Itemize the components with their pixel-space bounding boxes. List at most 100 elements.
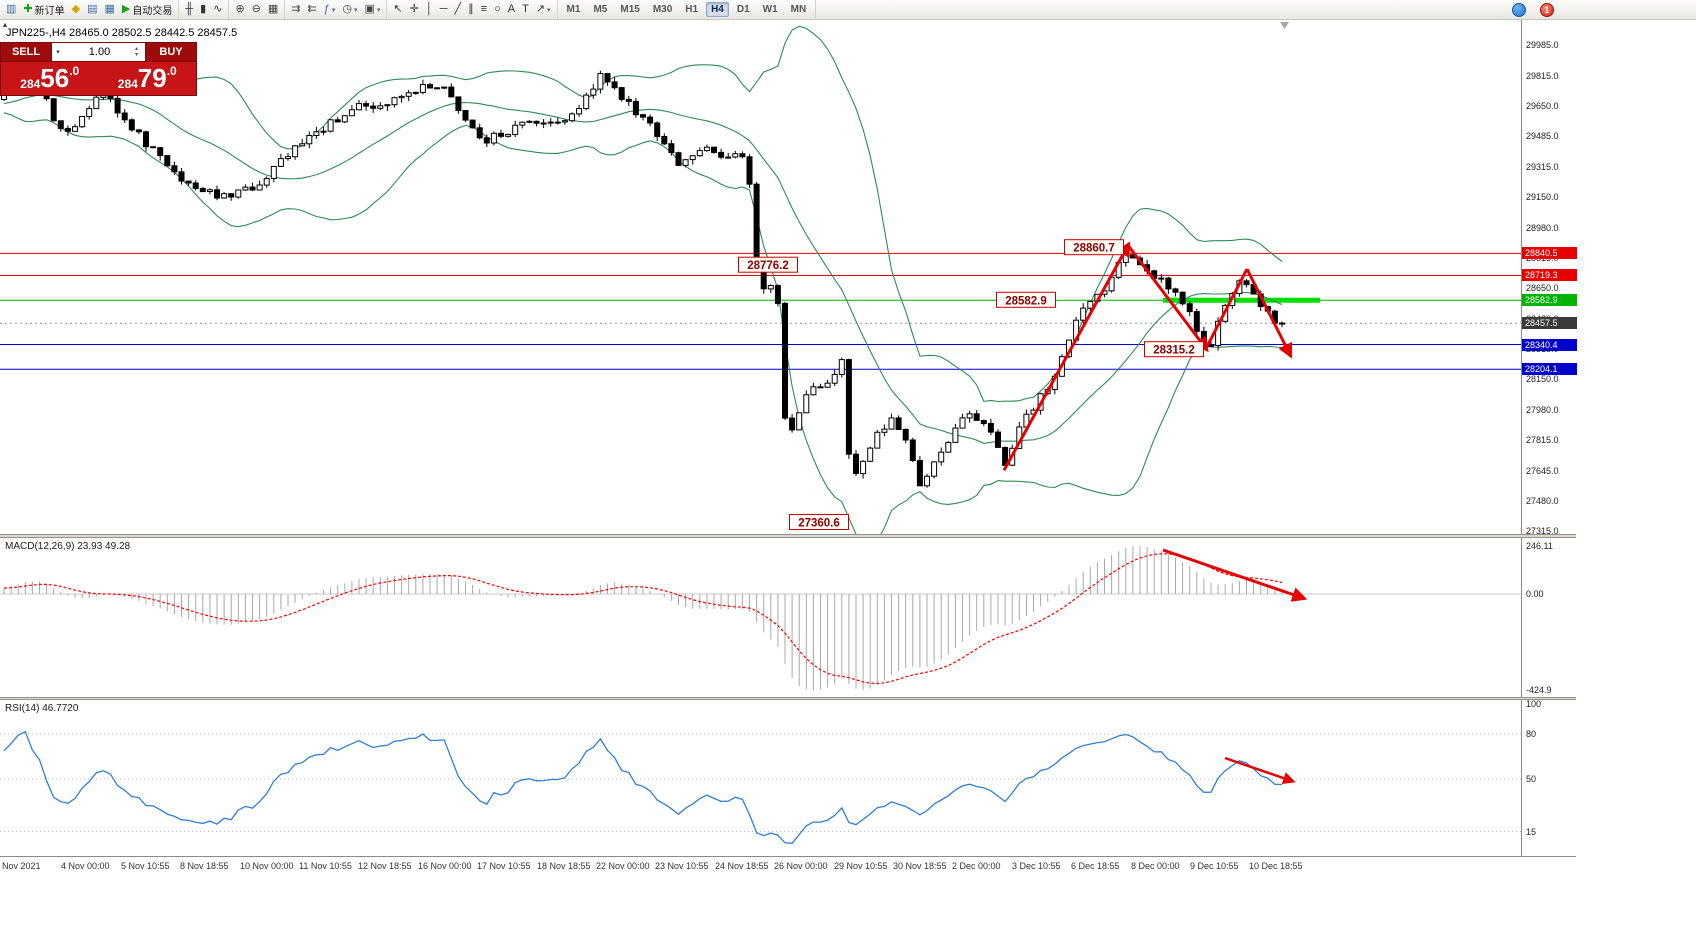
time-axis-label: 8 Nov 18:55 [180,861,229,871]
tile-windows-button[interactable]: ▦ [265,2,281,18]
volume-field[interactable]: ▾ 1.00 ▴ ▾ [51,43,146,61]
buy-button-label: BUY [159,46,183,58]
new-order-icon: ✚ [23,3,33,15]
market-watch-button[interactable]: ▤ [84,2,100,18]
notifications-badge[interactable]: 1 [1540,3,1554,17]
price-tick-label: 29485.0 [1526,131,1559,141]
volume-value[interactable]: 1.00 [88,46,111,58]
price-annotation[interactable]: 28315.2 [1144,341,1204,358]
price-annotation[interactable]: 27360.6 [789,514,849,530]
sell-button[interactable]: SELL [1,43,51,61]
arrows-button[interactable]: ↗ ▾ [533,2,554,18]
toolbar-group-chart-type: ╫ ▮ ∿ [179,0,230,19]
shapes-button[interactable]: ○ [491,2,504,18]
trend-arrow[interactable] [1204,268,1249,350]
autotrading-icon: ▶ [121,3,131,15]
timeframe-m1[interactable]: M1 [566,4,581,15]
chart-profiles-button[interactable]: ◆ [69,2,83,18]
horizontal-line-button[interactable]: ─ [437,2,451,18]
new-order-button[interactable]: ✚ 新订单 [20,2,67,18]
channel-button[interactable]: ∥ [465,2,477,18]
price-annotation[interactable]: 28582.9 [996,291,1056,308]
macd-panel-splitter[interactable] [0,534,1576,538]
timeframe-w1[interactable]: W1 [762,4,778,15]
trend-arrow[interactable] [1245,268,1293,359]
sell-price[interactable]: 284 56.0 [1,62,99,95]
text-icon: A [507,3,516,15]
sell-price-head: 284 [20,77,41,91]
autotrading-button[interactable]: ▶ 自动交易 [119,2,175,18]
zoom-in-button[interactable]: ⊕ [232,2,247,18]
auto-scroll-icon: ⇉ [291,3,301,15]
bar-chart-button[interactable]: ╫ [182,2,196,18]
data-window-button[interactable]: ▦ [102,2,118,18]
chart-shift-marker[interactable] [1280,22,1289,29]
price-axis[interactable]: 29985.0 29815.0 29650.0 29485.0 29315.0 29150… [1521,20,1577,856]
fibonacci-button[interactable]: ≡ [478,2,490,18]
timeframe-m15[interactable]: M15 [620,4,640,15]
indicators-button[interactable]: ƒ ▾ [321,2,339,18]
price-annotation[interactable]: 28776.2 [738,256,798,273]
trend-arrow[interactable] [1002,241,1131,472]
community-icon[interactable] [1512,3,1526,17]
time-axis-label: 8 Dec 00:00 [1131,861,1180,871]
trend-arrow[interactable] [1126,244,1209,353]
volume-spinner: ▴ ▾ [135,46,145,58]
volume-increase-icon[interactable]: ▴ [135,46,139,52]
macd-indicator-panel[interactable] [0,538,1521,697]
time-axis-label: 2 Dec 00:00 [952,861,1001,871]
chart-shift-icon: ⇇ [307,3,317,15]
dropdown-caret-icon[interactable]: ▾ [331,6,336,14]
macd-tick-label: 0.00 [1526,589,1544,599]
macd-signal-line [3,553,1283,685]
timeframe-m30[interactable]: M30 [652,4,673,15]
timeframe-d1[interactable]: D1 [736,4,750,15]
crosshair-button[interactable]: ✛ [407,2,422,18]
candle-chart-button[interactable]: ▮ [197,2,209,18]
shapes-icon: ○ [494,3,501,15]
one-click-toggle-icon[interactable]: ▴ [3,20,8,29]
price-annotation[interactable]: 28860.7 [1064,239,1124,256]
text-button[interactable]: A [505,2,518,18]
buy-price[interactable]: 284 79.0 [99,62,197,95]
chart-profiles-icon: ◆ [71,3,81,15]
price-tick-label: 29150.0 [1526,192,1559,202]
timeframe-h1[interactable]: H1 [685,4,699,15]
macd-trend-arrow[interactable] [1162,548,1308,602]
fibonacci-icon: ≡ [480,3,488,15]
label-button[interactable]: T [519,2,532,18]
time-axis[interactable]: Nov 2021 4 Nov 00:00 5 Nov 10:55 8 Nov 18:5… [0,856,1576,876]
auto-scroll-button[interactable]: ⇉ [288,2,303,18]
timeframe-h4[interactable]: H4 [706,2,729,17]
volume-dropdown-icon[interactable]: ▾ [56,49,60,56]
zoom-out-icon: ⊖ [251,3,261,15]
cursor-button[interactable]: ↖ [390,2,405,18]
templates-button[interactable]: ▣ ▾ [362,2,384,18]
templates-icon: ▣ [364,3,375,15]
new-chart-button[interactable]: ▥ [3,2,19,18]
time-axis-label: 12 Nov 18:55 [358,861,412,871]
dropdown-caret-icon[interactable]: ▾ [353,6,358,14]
rsi-indicator-panel[interactable] [0,700,1521,856]
vertical-line-button[interactable]: │ [423,2,436,18]
timeframe-m5[interactable]: M5 [593,4,608,15]
data-window-icon: ▦ [104,3,115,15]
price-chart-canvas[interactable]: 28776.2 28860.7 28582.9 28315.2 27360.6 [0,20,1521,534]
svg-text:27360.6: 27360.6 [798,518,840,530]
rsi-trend-arrow[interactable] [1224,756,1296,785]
volume-decrease-icon[interactable]: ▾ [135,52,139,58]
trendline-button[interactable]: ╱ [452,2,465,18]
dropdown-caret-icon[interactable]: ▾ [376,6,381,14]
buy-button[interactable]: BUY [146,43,196,61]
line-chart-button[interactable]: ∿ [210,2,225,18]
chart-shift-button[interactable]: ⇇ [305,2,320,18]
svg-text:28315.2: 28315.2 [1153,345,1195,357]
rsi-panel-splitter[interactable] [0,697,1576,700]
time-axis-label: 5 Nov 10:55 [121,861,170,871]
time-axis-label: 26 Nov 00:00 [774,861,828,871]
timeframe-mn[interactable]: MN [790,4,807,15]
periods-button[interactable]: ◷ ▾ [339,2,360,18]
zoom-out-button[interactable]: ⊖ [249,2,264,18]
dropdown-caret-icon[interactable]: ▾ [547,6,551,14]
